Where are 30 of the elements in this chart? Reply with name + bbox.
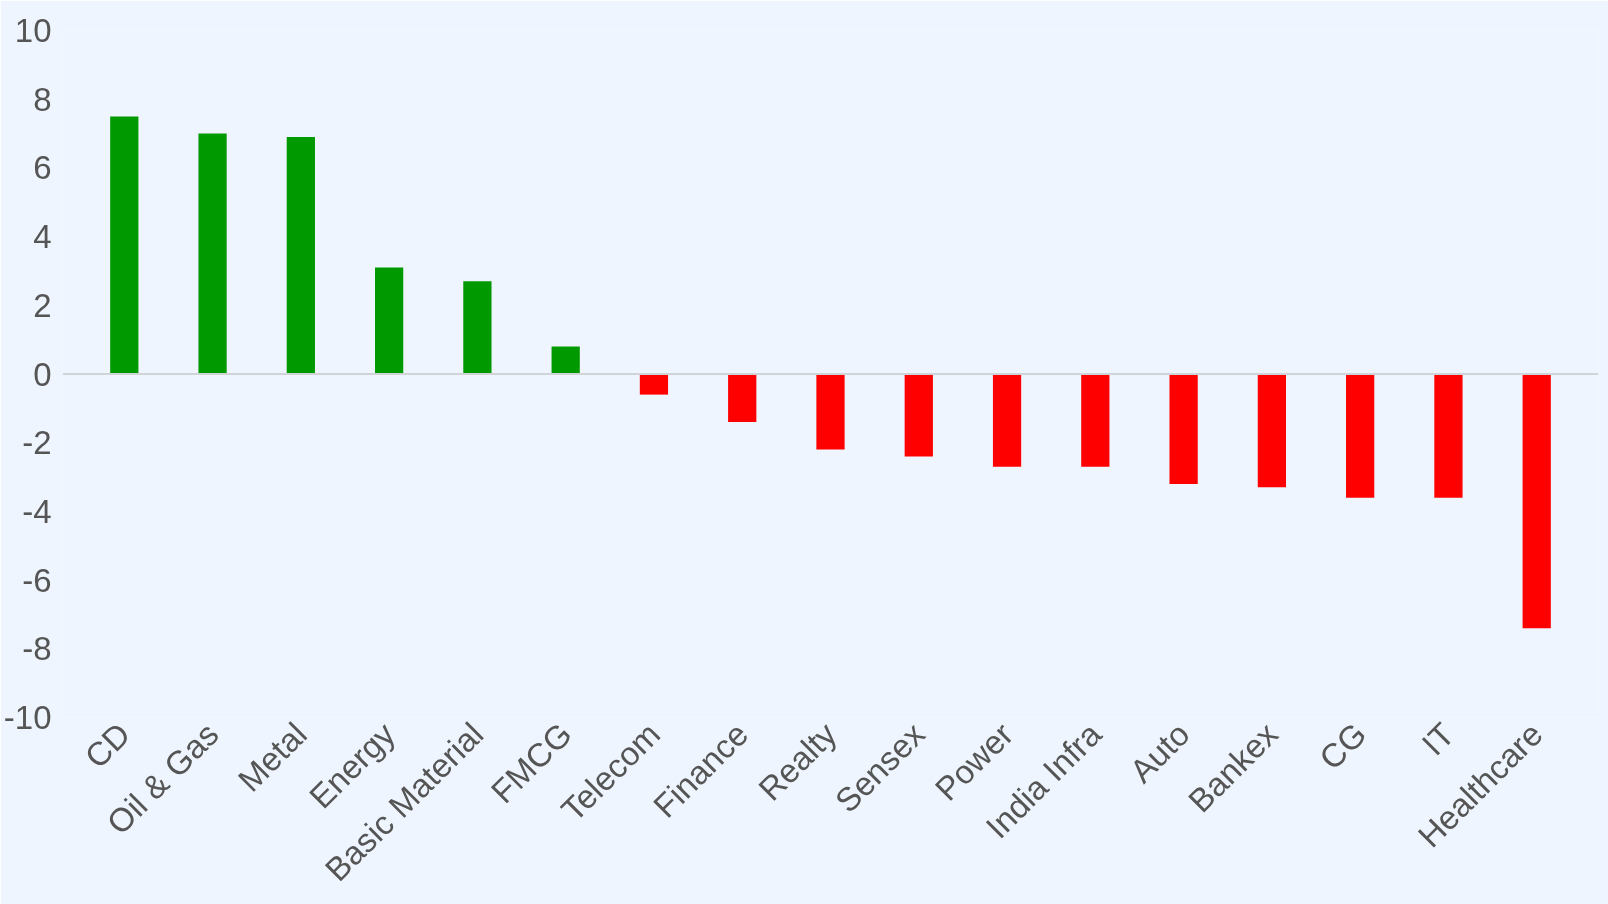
y-tick-label: -6 [22, 561, 52, 599]
bar [639, 374, 669, 395]
y-tick-label: 4 [33, 218, 52, 256]
x-tick-label: CD [77, 715, 138, 776]
x-tick-label: CG [1312, 715, 1374, 777]
bar [1169, 374, 1198, 484]
bar [1522, 374, 1551, 629]
bar [904, 374, 933, 457]
bar [1346, 374, 1375, 498]
bar [728, 374, 757, 423]
bar [198, 133, 227, 374]
y-tick-label: -10 [3, 699, 52, 736]
y-tick-label: 8 [33, 80, 52, 118]
y-tick-label: 2 [33, 286, 52, 324]
y-tick-label: 0 [33, 355, 52, 393]
bar [1081, 374, 1110, 467]
y-tick-label: -2 [22, 424, 52, 462]
y-tick-label: -4 [22, 492, 52, 530]
y-tick-label: -8 [22, 630, 52, 668]
y-tick-label: 6 [33, 149, 52, 187]
bar [463, 281, 492, 374]
bar [375, 267, 404, 374]
bar [110, 116, 139, 374]
bar [286, 136, 315, 374]
bar [816, 374, 845, 450]
bar [551, 346, 580, 374]
bar [1434, 374, 1463, 498]
bar [1257, 374, 1286, 488]
y-tick-label: 10 [14, 12, 52, 49]
bar [992, 374, 1022, 467]
